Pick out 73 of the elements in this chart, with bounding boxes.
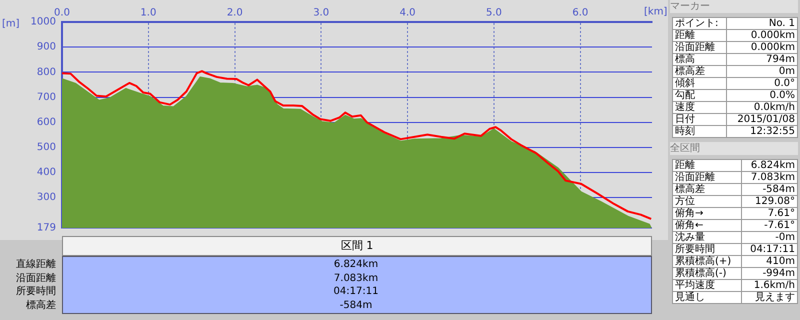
x-tick-label: 0.0 — [54, 8, 70, 19]
text: 傾斜 — [672, 78, 727, 90]
y-tick-label: 300 — [36, 192, 56, 204]
y-tick-label: 179 — [36, 222, 56, 234]
y-tick-label: 900 — [36, 42, 56, 53]
text: 全区間 — [670, 142, 798, 155]
x-tick-label: 1.0 — [140, 8, 156, 19]
y-tick-label: 700 — [36, 92, 56, 103]
text: 7.083km — [741, 172, 798, 184]
text: 所要時間 — [15, 285, 56, 298]
text: 0.0° — [726, 78, 798, 90]
text: 標高差 — [25, 298, 56, 312]
text: 沿面距離 — [672, 42, 727, 54]
text: 1.6km/h — [741, 280, 798, 292]
text: 2015/01/08 — [726, 114, 798, 126]
text: 129.08° — [741, 196, 798, 208]
text: -584m — [338, 298, 374, 312]
text: -994m — [741, 268, 798, 280]
x-tick-label: 6.0 — [572, 8, 588, 19]
text: マーカー — [670, 0, 798, 13]
y-tick-label: 600 — [36, 116, 56, 128]
text: -0m — [741, 232, 798, 244]
text: 直線距離 — [15, 258, 56, 271]
text: 距離 — [672, 30, 727, 42]
text: 見えます — [741, 292, 798, 304]
text: 794m — [726, 54, 798, 66]
y-axis-title: [m] — [2, 18, 20, 30]
text: No. 1 — [726, 18, 798, 30]
text: 12:32:55 — [726, 126, 798, 138]
text: 所要時間 — [672, 244, 742, 256]
text: 7.083km — [332, 272, 380, 284]
text: 標高 — [672, 54, 727, 66]
text: 平均速度 — [672, 280, 742, 292]
text: 日付 — [672, 114, 727, 126]
text: 04:17:11 — [741, 244, 798, 256]
text: 0.000km — [726, 30, 798, 42]
text: 沿面距離 — [15, 272, 56, 284]
text: ポイント: — [672, 18, 727, 30]
text: 方位 — [672, 196, 742, 208]
text: 距離 — [672, 160, 742, 172]
x-axis-title: [km] — [644, 6, 668, 18]
text: 0.0% — [726, 90, 798, 102]
x-tick-label: 5.0 — [486, 8, 502, 19]
text: 累積標高(-) — [672, 268, 742, 280]
y-tick-label: 500 — [36, 142, 56, 154]
text: 標高差 — [672, 66, 727, 78]
text: 沈み量 — [672, 232, 742, 244]
text: 沿面距離 — [672, 172, 742, 184]
x-tick-label: 2.0 — [226, 8, 243, 19]
text: 区間 1 — [62, 236, 652, 256]
text: 時刻 — [672, 126, 727, 138]
text: 0.000km — [726, 42, 798, 54]
text: 標高差 — [672, 184, 742, 196]
text: 俯角→ — [672, 208, 742, 220]
text: 6.824km — [741, 160, 798, 172]
text: 04:17:11 — [332, 285, 380, 298]
y-tick-label: 800 — [36, 66, 56, 78]
x-tick-label: 4.0 — [400, 8, 416, 19]
text: -584m — [741, 184, 798, 196]
text: 累積標高(+) — [672, 256, 742, 268]
text: 速度 — [672, 102, 727, 114]
text: -7.61° — [741, 220, 798, 232]
text: 勾配 — [672, 90, 727, 102]
text: 俯角← — [672, 220, 742, 232]
text: 7.61° — [741, 208, 798, 220]
y-tick-label: 400 — [36, 167, 56, 178]
text: 0m — [726, 66, 798, 78]
text: 見通し — [672, 292, 742, 304]
text: 0.0km/h — [726, 102, 798, 114]
text: 410m — [741, 256, 798, 268]
x-tick-label: 3.0 — [313, 8, 330, 19]
y-tick-label: 1000 — [30, 16, 56, 28]
text: 6.824km — [332, 258, 380, 271]
